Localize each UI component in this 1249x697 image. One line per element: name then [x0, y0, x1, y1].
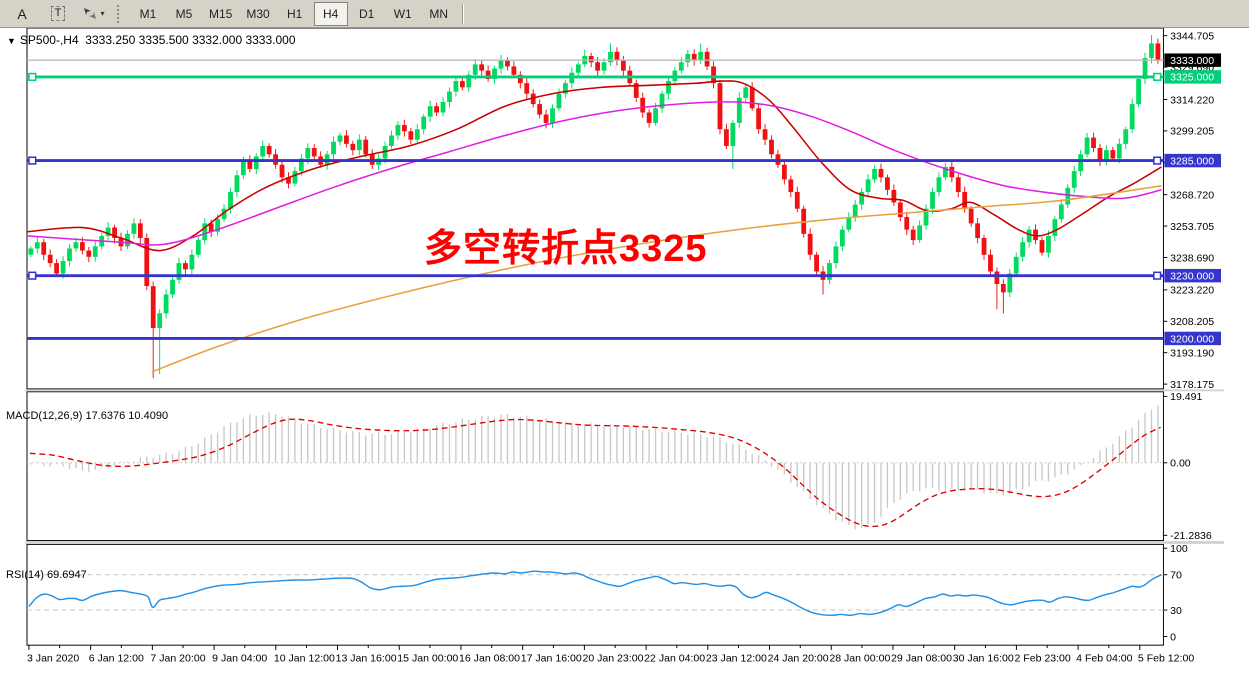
svg-text:3253.705: 3253.705 [1170, 221, 1214, 233]
toolbar: A T ▾ M1 M5 M15 M30 H1 H4 D1 W1 MN [0, 0, 1249, 28]
svg-text:3230.000: 3230.000 [1170, 271, 1214, 283]
svg-text:3 Jan 2020: 3 Jan 2020 [27, 652, 79, 664]
svg-text:24 Jan 20:00: 24 Jan 20:00 [768, 652, 829, 664]
timeframe-button-W1[interactable]: W1 [393, 6, 412, 21]
hline-3230.000[interactable] [27, 271, 1164, 280]
hline-3325.000[interactable] [27, 72, 1164, 82]
svg-text:0: 0 [1170, 631, 1176, 643]
timeframe-button-MN[interactable]: MN [429, 6, 449, 21]
svg-text:3285.000: 3285.000 [1170, 155, 1214, 167]
svg-text:3208.205: 3208.205 [1170, 316, 1214, 328]
svg-text:17 Jan 16:00: 17 Jan 16:00 [521, 652, 582, 664]
svg-text:5 Feb 12:00: 5 Feb 12:00 [1138, 652, 1194, 664]
ma-mid-line [26, 101, 1162, 246]
ma-fast-line [26, 80, 1162, 252]
svg-text:30: 30 [1170, 605, 1182, 617]
svg-text:3299.205: 3299.205 [1170, 126, 1214, 138]
arrow-tool-button[interactable]: A [17, 5, 27, 22]
symbol-label: SP500-,H4 [19, 33, 79, 47]
macd-values: 17.6376 10.4090 [85, 410, 169, 422]
svg-text:-21.2836: -21.2836 [1170, 530, 1212, 542]
hline-handle[interactable] [1153, 271, 1162, 280]
svg-text:2 Feb 23:00: 2 Feb 23:00 [1014, 652, 1070, 664]
macd-indicator-label: MACD(12,26,9) 17.6376 10.4090 [6, 410, 169, 422]
timeframe-button-D1[interactable]: D1 [359, 6, 375, 21]
hline-handle[interactable] [1153, 72, 1162, 82]
chart-canvas[interactable]: 3344.7053329.6903314.2203299.2053284.190… [0, 28, 1249, 697]
svg-text:20 Jan 23:00: 20 Jan 23:00 [582, 652, 643, 664]
svg-text:3268.720: 3268.720 [1170, 189, 1214, 201]
svg-text:9 Jan 04:00: 9 Jan 04:00 [212, 652, 267, 664]
symbol-dropdown-icon[interactable]: ▼ [7, 36, 16, 46]
rsi-pane: 100 70 30 0 [27, 543, 1188, 643]
svg-text:15 Jan 00:00: 15 Jan 00:00 [397, 652, 458, 664]
price-badges: 3333.000 3325.000 3285.000 3230.000 3200.000 [1164, 53, 1222, 345]
cursor-arrows-icon [84, 8, 97, 19]
timeframe-button-M30[interactable]: M30 [246, 6, 270, 21]
cursor-mode-button[interactable]: ▾ [77, 2, 111, 26]
svg-text:28 Jan 00:00: 28 Jan 00:00 [829, 652, 890, 664]
svg-text:70: 70 [1170, 570, 1182, 582]
timeframe-group: M1 M5 M15 M30 H1 H4 D1 W1 MN [130, 1, 457, 26]
annotation-text[interactable]: 多空转折点3325 [424, 228, 708, 270]
svg-text:3200.000: 3200.000 [1170, 333, 1214, 345]
svg-text:0.00: 0.00 [1170, 458, 1191, 470]
chart-header: ▼ SP500-,H4 3333.250 3335.500 3332.000 33… [7, 33, 296, 47]
rsi-value: 69.6947 [46, 569, 87, 581]
svg-text:7 Jan 20:00: 7 Jan 20:00 [150, 652, 205, 664]
svg-text:3325.000: 3325.000 [1170, 72, 1214, 84]
toolbar-separator [461, 3, 464, 24]
timeframe-button-M1[interactable]: M1 [139, 6, 157, 21]
svg-text:3314.220: 3314.220 [1170, 94, 1214, 106]
hline-handle[interactable] [28, 72, 37, 82]
svg-text:3193.190: 3193.190 [1170, 348, 1214, 360]
svg-text:3344.705: 3344.705 [1170, 31, 1214, 43]
text-tool-icon: T [50, 6, 66, 21]
timeframe-button-M5[interactable]: M5 [175, 6, 193, 21]
chevron-down-icon: ▾ [100, 9, 105, 18]
svg-text:16 Jan 08:00: 16 Jan 08:00 [459, 652, 520, 664]
svg-text:3223.220: 3223.220 [1170, 285, 1214, 297]
svg-text:29 Jan 08:00: 29 Jan 08:00 [891, 652, 952, 664]
svg-text:30 Jan 16:00: 30 Jan 16:00 [953, 652, 1014, 664]
svg-text:6 Jan 12:00: 6 Jan 12:00 [89, 652, 144, 664]
svg-text:3178.175: 3178.175 [1170, 379, 1214, 391]
svg-text:3333.000: 3333.000 [1170, 55, 1214, 67]
timeframe-button-M15[interactable]: M15 [209, 6, 233, 21]
ma-slow-line [151, 184, 1162, 373]
candles [28, 35, 1161, 379]
quote-ohlc: 3333.250 3335.500 3332.000 3333.000 [85, 33, 296, 47]
svg-text:23 Jan 12:00: 23 Jan 12:00 [706, 652, 767, 664]
hline-handle[interactable] [1153, 156, 1162, 165]
chart-window[interactable]: 3344.7053329.6903314.2203299.2053284.190… [0, 28, 1249, 697]
toolbar-grip[interactable] [117, 4, 123, 23]
timeframe-button-H1[interactable]: H1 [287, 6, 303, 21]
svg-text:22 Jan 04:00: 22 Jan 04:00 [644, 652, 705, 664]
svg-text:19.491: 19.491 [1170, 391, 1202, 403]
hline-handle[interactable] [28, 271, 37, 280]
svg-text:4 Feb 04:00: 4 Feb 04:00 [1076, 652, 1132, 664]
hline-handle[interactable] [28, 156, 37, 165]
svg-text:10 Jan 12:00: 10 Jan 12:00 [274, 652, 335, 664]
timeframe-button-H4[interactable]: H4 [313, 1, 348, 26]
svg-text:3238.690: 3238.690 [1170, 252, 1214, 264]
text-tool-button[interactable]: T [41, 2, 75, 26]
time-axis[interactable]: 3 Jan 2020 6 Jan 12:00 7 Jan 20:00 9 Jan 04… [27, 645, 1194, 664]
svg-text:13 Jan 16:00: 13 Jan 16:00 [336, 652, 397, 664]
hline-3285.000[interactable] [27, 156, 1164, 165]
svg-text:100: 100 [1170, 543, 1188, 555]
rsi-indicator-label: RSI(14) 69.6947 [6, 569, 87, 581]
